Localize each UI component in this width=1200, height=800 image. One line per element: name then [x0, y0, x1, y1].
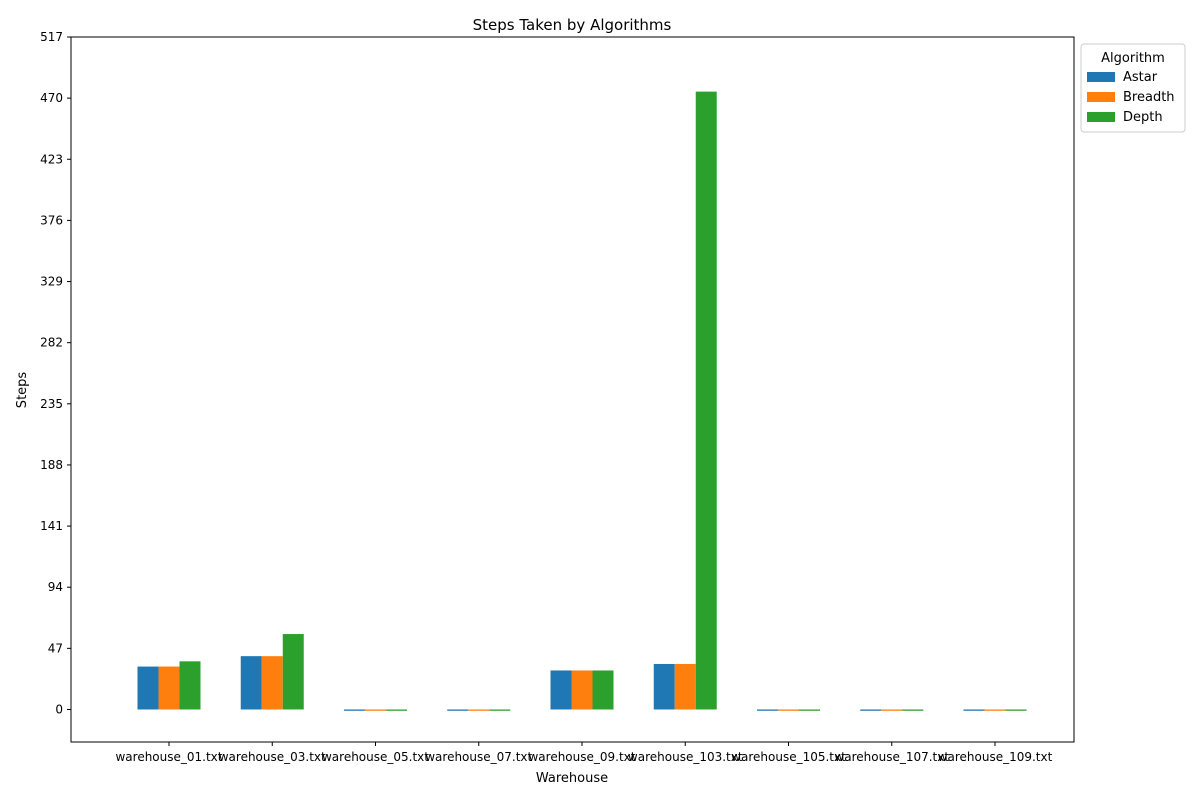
legend: Algorithm Astar Breadth Depth	[1080, 43, 1186, 133]
legend-swatch-breadth	[1087, 92, 1115, 102]
bar-breadth-5	[674, 663, 696, 710]
legend-label-depth: Depth	[1123, 110, 1163, 125]
y-tick-label: 235	[40, 397, 63, 411]
bar-depth-1	[282, 634, 304, 710]
bar-astar-0	[137, 666, 159, 710]
x-axis: warehouse_01.txtwarehouse_03.txtwarehous…	[115, 742, 1053, 764]
bar-breadth-2	[365, 709, 386, 711]
legend-title: Algorithm	[1101, 51, 1165, 66]
bar-breadth-8	[984, 709, 1006, 711]
x-tick-label: warehouse_109.txt	[938, 750, 1053, 764]
bar-breadth-3	[468, 709, 490, 711]
bar-depth-6	[799, 709, 820, 711]
legend-box	[1080, 43, 1186, 133]
bar-depth-7	[902, 709, 924, 711]
x-tick-label: warehouse_107.txt	[834, 750, 949, 764]
y-tick-label: 517	[40, 30, 63, 44]
bar-astar-7	[860, 709, 882, 711]
bar-astar-1	[240, 656, 262, 710]
bar-depth-8	[1005, 709, 1027, 711]
y-axis-label: Steps	[15, 372, 30, 409]
bar-breadth-7	[881, 709, 903, 711]
y-tick-label: 0	[55, 702, 63, 716]
y-tick-label: 47	[48, 641, 63, 655]
y-tick-label: 141	[40, 519, 63, 533]
y-tick-label: 282	[40, 336, 63, 350]
legend-swatch-depth	[1087, 112, 1115, 122]
bar-depth-3	[489, 709, 511, 711]
bar-breadth-6	[778, 709, 799, 711]
chart-title: Steps Taken by Algorithms	[473, 16, 672, 34]
bar-breadth-4	[571, 670, 593, 710]
legend-label-astar: Astar	[1123, 70, 1158, 85]
x-tick-label: warehouse_105.txt	[731, 750, 846, 764]
bars-group	[137, 91, 1027, 711]
x-axis-label: Warehouse	[536, 771, 608, 786]
x-tick-label: warehouse_05.txt	[322, 750, 429, 764]
y-tick-label: 470	[40, 91, 63, 105]
x-tick-label: warehouse_103.txt	[628, 750, 743, 764]
bar-depth-4	[592, 670, 614, 710]
x-tick-label: warehouse_07.txt	[425, 750, 532, 764]
legend-label-breadth: Breadth	[1123, 90, 1175, 105]
legend-swatch-astar	[1087, 72, 1115, 82]
bar-depth-0	[179, 661, 201, 710]
bar-breadth-0	[158, 666, 180, 710]
bar-astar-3	[447, 709, 469, 711]
bar-astar-4	[550, 670, 572, 710]
x-tick-label: warehouse_09.txt	[528, 750, 635, 764]
y-axis: 0 47 94 141 188 235 282 329 376 423 470 517	[40, 30, 71, 716]
bar-breadth-1	[261, 656, 283, 710]
y-tick-label: 94	[48, 580, 63, 594]
y-tick-label: 376	[40, 213, 63, 227]
bar-depth-5	[695, 91, 717, 710]
y-tick-label: 423	[40, 152, 63, 166]
x-tick-label: warehouse_03.txt	[219, 750, 326, 764]
plot-frame	[70, 36, 1075, 743]
bar-depth-2	[386, 709, 407, 711]
y-tick-label: 329	[40, 275, 63, 289]
y-tick-label: 188	[40, 458, 63, 472]
bar-astar-8	[963, 709, 985, 711]
bar-astar-5	[653, 663, 675, 710]
bar-astar-2	[344, 709, 365, 711]
x-tick-label: warehouse_01.txt	[115, 750, 222, 764]
bar-astar-6	[757, 709, 778, 711]
